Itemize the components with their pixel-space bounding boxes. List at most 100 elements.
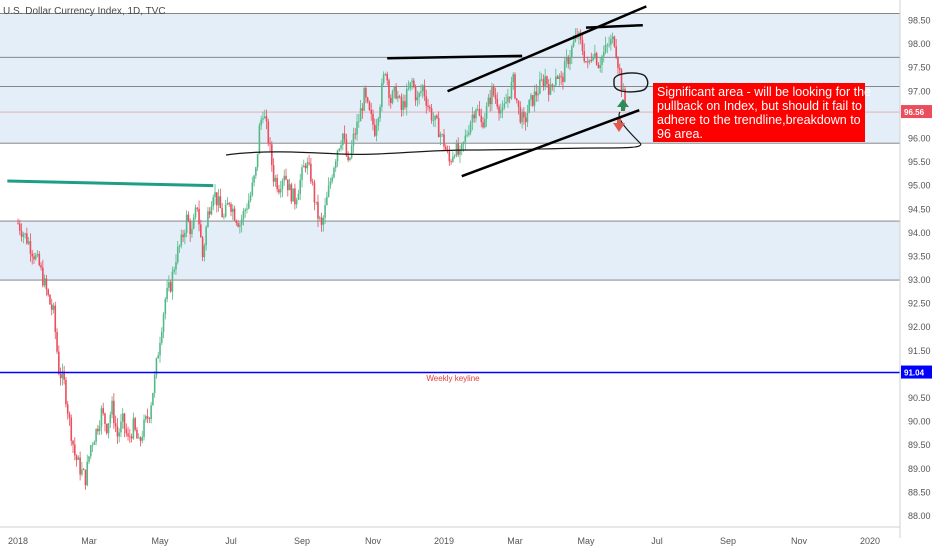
candle-body [169,282,172,292]
candle-body [597,64,600,69]
candle-body [40,265,42,268]
zone-2 [0,221,900,281]
candle-body [114,423,117,427]
candle-body [72,440,74,445]
candle-body [381,83,383,108]
candle-body [439,134,442,138]
candle-body [489,97,491,105]
candle-body [563,61,566,83]
candle-body [610,39,612,45]
candle-body [365,88,367,98]
candle-body [491,85,493,105]
y-tick-label: 91.50 [908,346,931,356]
candle-body [485,106,488,119]
candle-body [45,278,48,290]
candle-body [38,253,41,266]
candle-body [441,134,444,136]
candle-body [301,167,303,180]
candle-body [382,74,385,84]
candle-body [134,418,136,430]
candle-body [216,192,218,206]
candle-body [141,437,144,441]
candle-body [618,67,621,70]
candle-body [386,73,388,81]
candle-body [329,181,332,186]
candle-body [514,74,516,99]
candle-body [377,118,380,126]
candle-body [278,189,280,193]
candle-body [160,331,163,343]
candle-body [285,175,287,180]
x-tick-label: 2020 [860,536,880,546]
candle-body [503,103,506,108]
candle-body [267,121,270,143]
candle-body [54,305,57,333]
x-tick-label: May [577,536,595,546]
candle-body [162,314,165,332]
candle-body [524,117,527,123]
candle-body [139,437,142,441]
y-tick-label: 96.00 [908,133,931,143]
candle-body [98,426,101,432]
candle-body [556,76,559,79]
candle-body [104,413,106,424]
candle-body [79,457,81,475]
y-tick-label: 94.00 [908,228,931,238]
candle-body [194,207,197,218]
candle-body [579,32,582,40]
candle-body [547,84,550,95]
candle-body [418,92,420,98]
candle-body [342,133,344,146]
candle-body [311,181,314,183]
candle-body [606,44,609,46]
candle-body [50,304,53,310]
candle-body [517,100,520,107]
candle-body [153,375,156,393]
candle-body [146,416,149,419]
candle-body [375,125,378,136]
candle-body [47,289,49,295]
candle-body [395,86,397,99]
candle-body [535,91,538,96]
annotation-box [653,83,865,142]
candle-body [132,418,135,439]
x-tick-label: Sep [294,536,310,546]
candle-body [569,57,571,65]
candle-body [510,82,513,99]
candle-body [414,86,417,101]
candle-body [173,269,175,272]
candle-body [546,76,548,85]
candle-body [498,106,500,114]
candle-body [531,95,534,106]
candle-body [443,134,445,147]
candle-body [246,208,248,210]
candle-body [423,85,426,97]
candle-body [358,121,360,123]
candle-body [226,203,229,205]
candle-body [184,232,186,238]
candle-body [180,234,183,246]
candle-body [615,46,617,58]
candle-body [84,469,87,486]
y-tick-label: 88.50 [908,487,931,497]
candle-body [271,144,273,166]
candle-body [617,57,619,68]
candle-body [49,294,51,305]
candle-body [210,206,213,215]
x-tick-label: 2018 [8,536,28,546]
candle-body [42,267,44,286]
candle-body [253,175,255,183]
candle-body [505,102,507,104]
candle-body [496,98,499,107]
candle-body [613,36,616,47]
candle-body [36,253,39,256]
candle-body [453,155,456,157]
candle-body [235,220,238,224]
annotation-line-3: adhere to the trendline,breakdown to [657,113,861,127]
candle-body [567,57,570,65]
last-price-badge-text: 96.56 [904,108,925,117]
y-tick-label: 89.00 [908,464,931,474]
candle-body [118,432,120,437]
candle-body [224,204,227,217]
